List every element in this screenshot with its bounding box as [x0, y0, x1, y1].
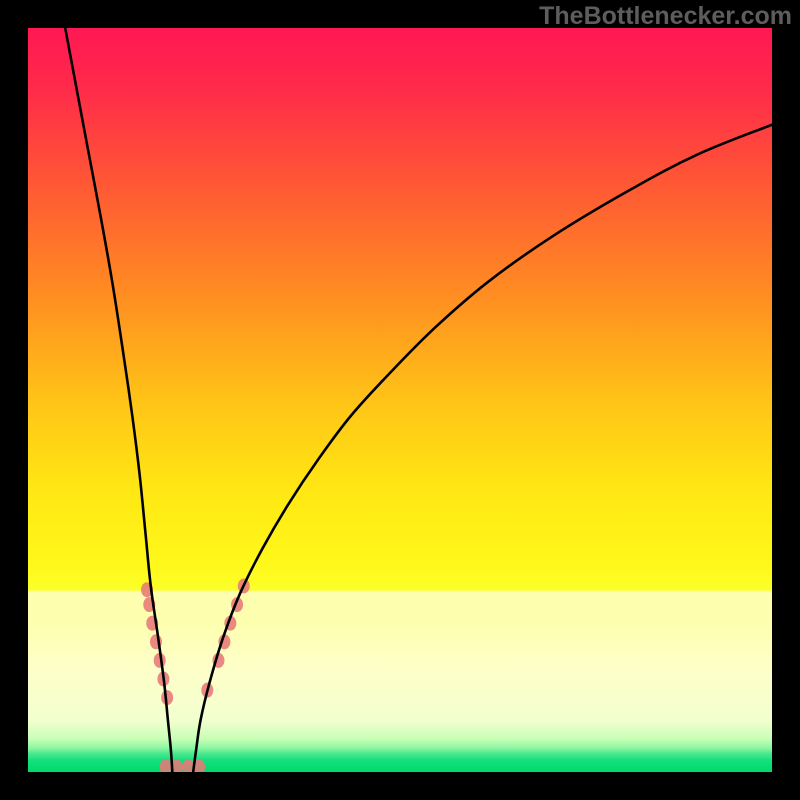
plot-area [28, 28, 772, 772]
curves-svg [28, 28, 772, 772]
marker-bottom [160, 759, 172, 772]
watermark-label: TheBottlenecker.com [539, 2, 792, 31]
bottleneck-curve-right [193, 125, 772, 772]
chart-frame: TheBottlenecker.com [0, 0, 800, 800]
